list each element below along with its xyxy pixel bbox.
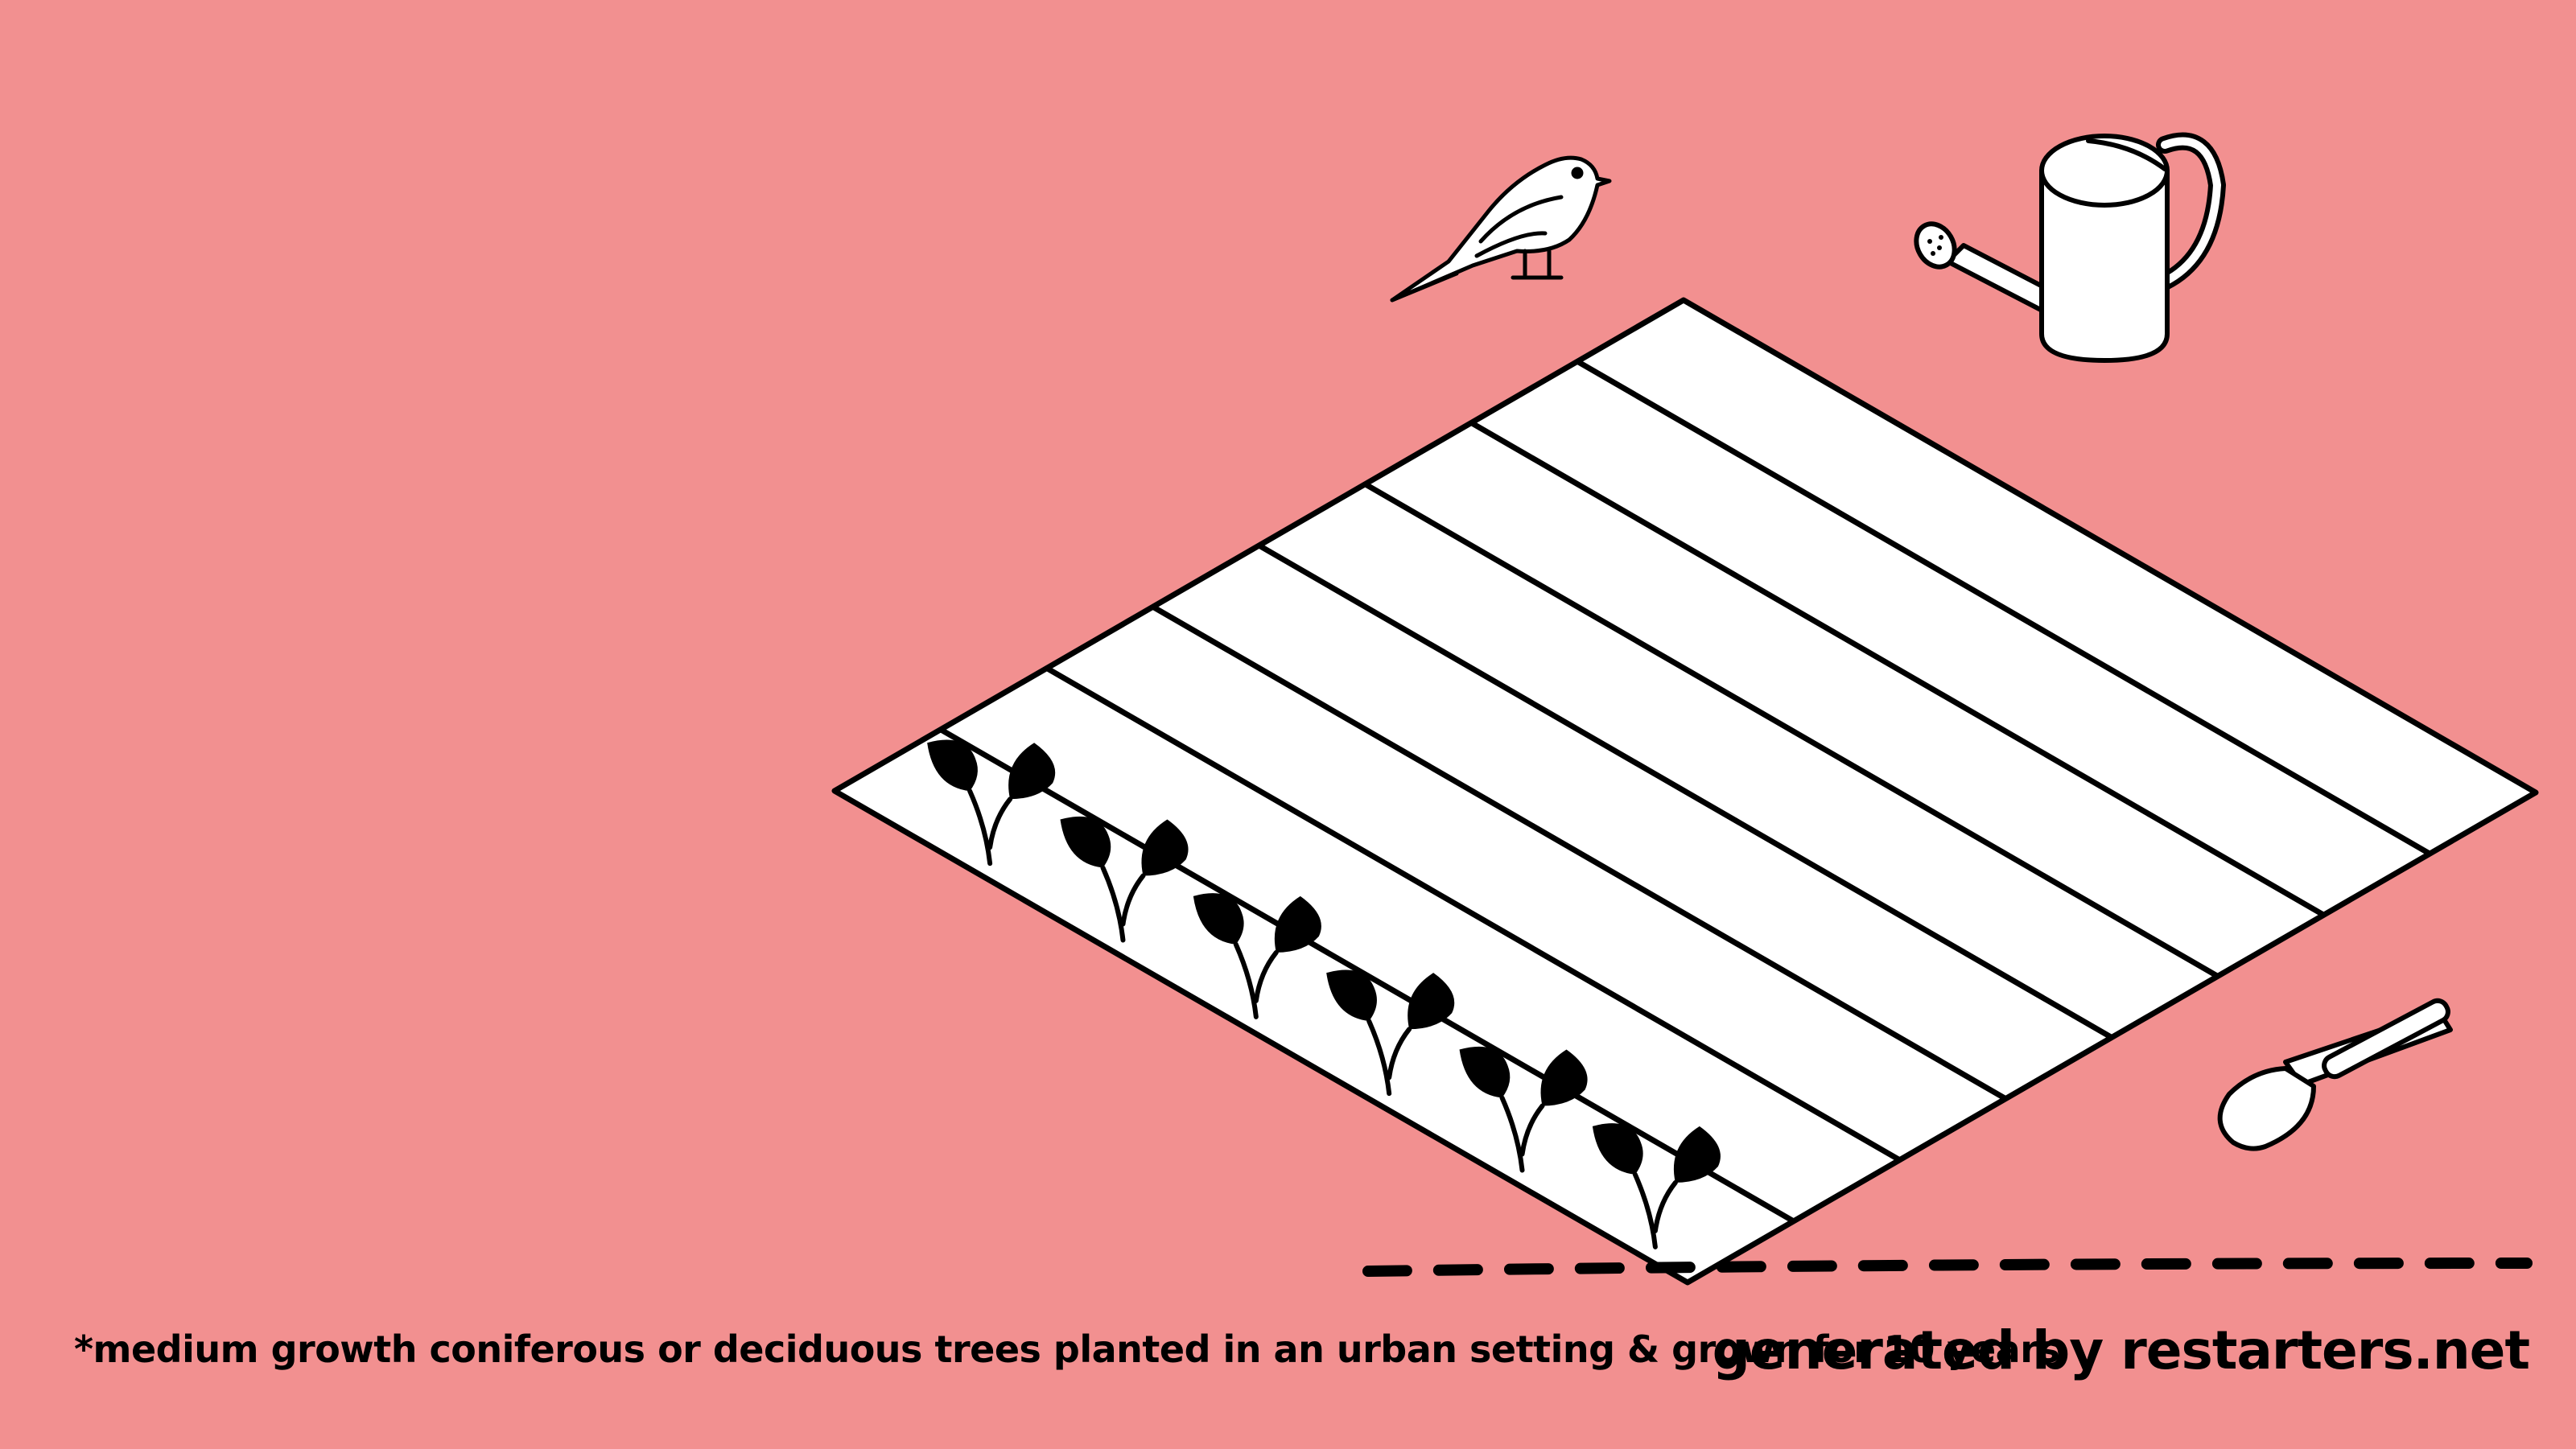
plot-row-divider <box>1257 542 2113 1040</box>
ground-dashed-line <box>1362 1258 2533 1277</box>
seedling-icon <box>1060 816 1189 943</box>
footnote-text: *medium growth coniferous or deciduous t… <box>74 1328 2060 1371</box>
seedling-icon <box>1326 969 1455 1097</box>
plot-row-divider <box>1576 359 2432 857</box>
garden-plot <box>831 297 2539 1286</box>
seedling-icon <box>1193 893 1321 1019</box>
seedling-icon <box>927 739 1056 867</box>
credit-text: generated by restarters.net <box>1712 1319 2530 1381</box>
seedling-icon <box>1592 1123 1721 1249</box>
plot-row-divider <box>1469 420 2326 918</box>
plot-row-divider <box>1045 665 1902 1163</box>
bird-icon <box>1390 155 1612 303</box>
seedling-icon <box>1459 1046 1588 1173</box>
plot-row-dividers <box>939 359 2432 1224</box>
plot-row-divider <box>1363 481 2219 979</box>
trowel-icon <box>2217 998 2453 1151</box>
plot-row-divider <box>1151 604 2007 1101</box>
seedling-row <box>927 739 1721 1249</box>
plot-row-divider <box>939 727 1795 1224</box>
watering-can-icon <box>1914 132 2226 363</box>
